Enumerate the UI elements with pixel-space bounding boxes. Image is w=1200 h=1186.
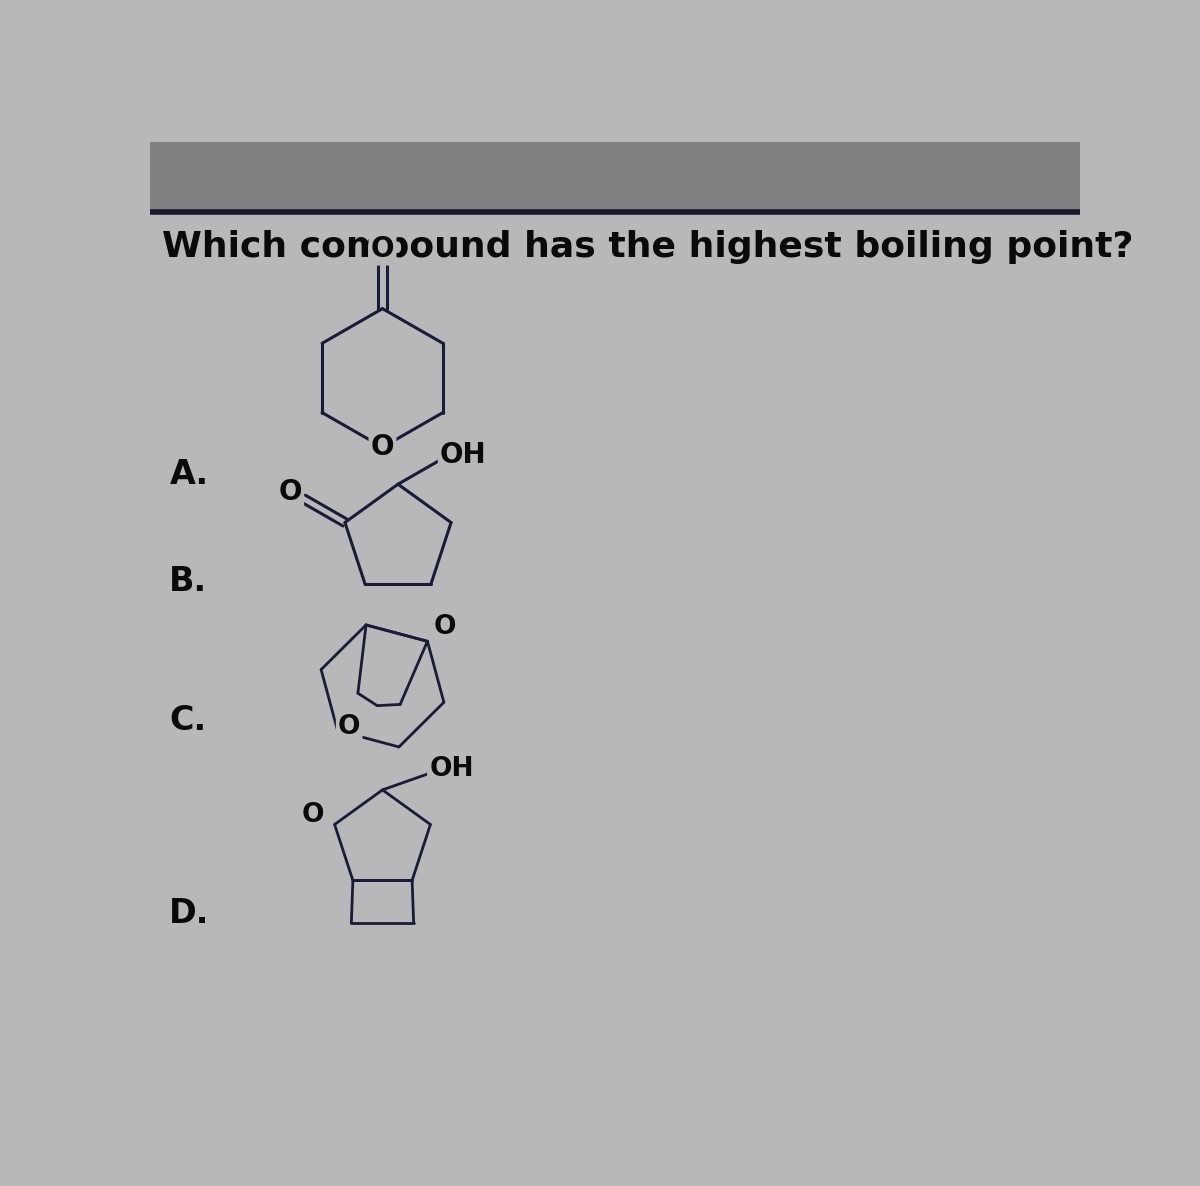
Text: Which compound has the highest boiling point?: Which compound has the highest boiling p… (162, 230, 1133, 264)
Text: O: O (371, 433, 395, 461)
Text: O: O (433, 614, 456, 640)
Text: OH: OH (430, 757, 474, 782)
Text: O: O (371, 235, 395, 263)
Text: O: O (278, 478, 302, 506)
Text: B.: B. (169, 566, 208, 599)
Text: OH: OH (440, 441, 487, 470)
Text: C.: C. (169, 704, 206, 737)
Text: A.: A. (169, 458, 209, 491)
Bar (150, 142, 1080, 209)
Text: O: O (301, 802, 324, 828)
Text: D.: D. (169, 897, 210, 930)
Text: O: O (338, 714, 360, 740)
